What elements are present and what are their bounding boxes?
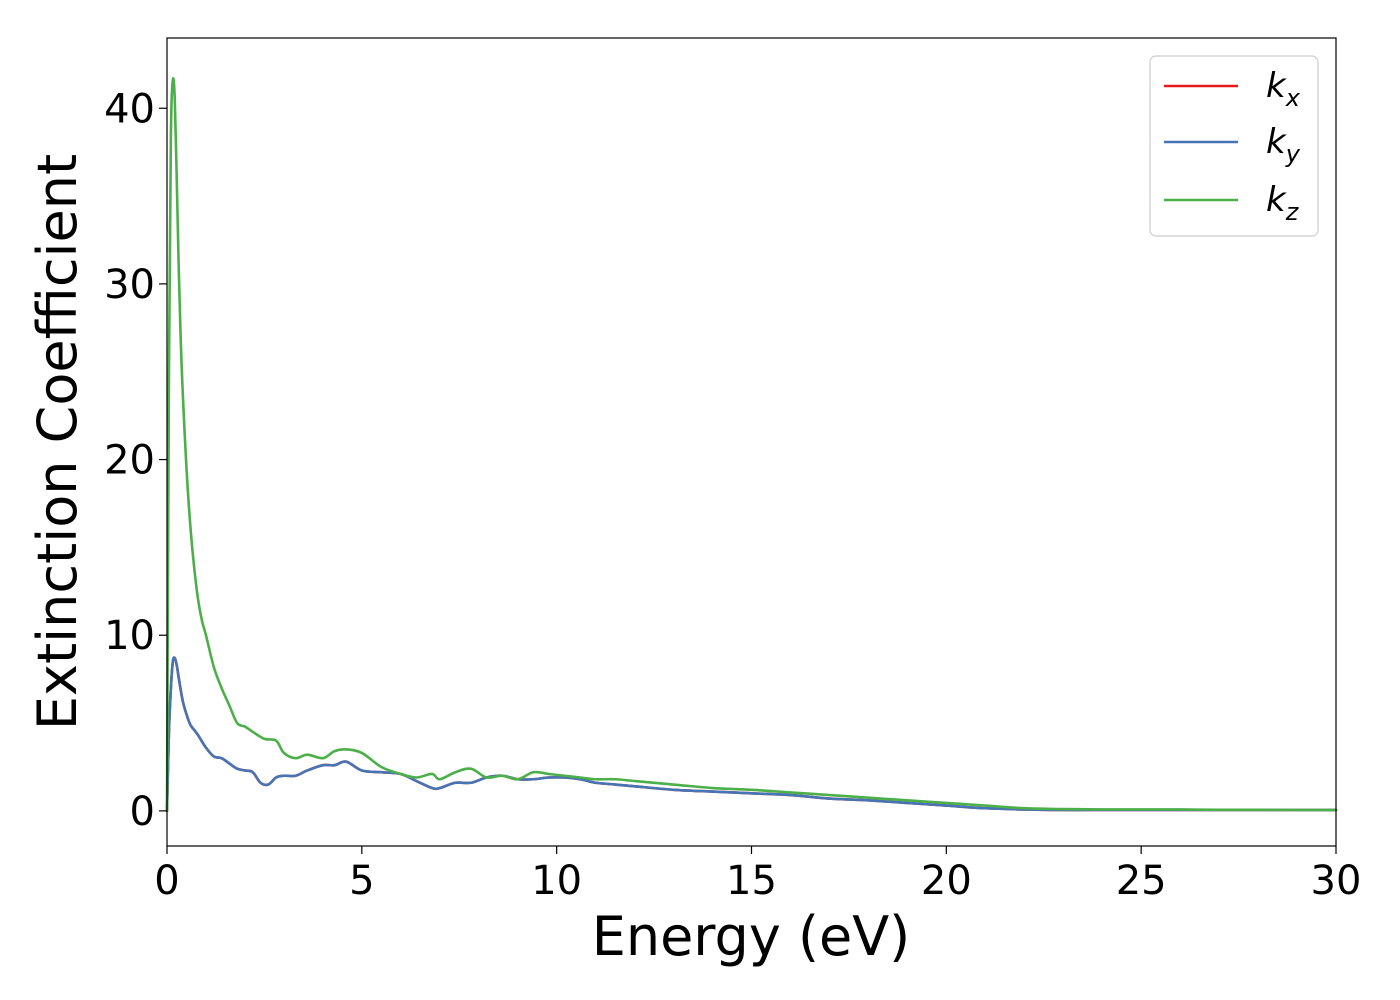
legend-label-subscript: z [1285,198,1300,226]
y-axis-title: Extinction Coefficient [26,154,89,730]
y-tick-label: 10 [104,613,155,659]
x-tick-label: 25 [1116,858,1167,904]
legend-label: ky [1266,122,1301,168]
legend-label-subscript: y [1285,140,1301,168]
x-tick-label: 15 [726,858,777,904]
x-tick-label: 0 [154,858,179,904]
y-axis-ticks: 0 10 20 30 40 [104,86,167,835]
legend-entry-x: kx [1164,66,1301,112]
legend-label-subscript: x [1285,84,1301,112]
y-tick-label: 20 [104,438,155,484]
series-line-y [165,656,1338,813]
legend-entry-z: kz [1164,180,1300,226]
plot-area [167,38,1336,846]
series-line-z [165,77,1338,813]
x-axis-title: Energy (eV) [592,905,911,968]
legend-label-base: k [1266,180,1287,220]
x-tick-label: 20 [921,858,972,904]
x-tick-label: 10 [531,858,582,904]
x-axis-ticks: 0 5 10 15 20 25 30 [154,846,1361,904]
x-tick-label: 5 [349,858,374,904]
legend-label-base: k [1266,122,1287,162]
legend-label: kx [1266,66,1301,112]
x-tick-label: 30 [1311,858,1362,904]
legend-entry-y: ky [1164,122,1301,168]
legend-label: kz [1266,180,1300,226]
series-layer [165,77,1338,813]
legend-box [1149,55,1319,237]
y-tick-label: 0 [130,789,155,835]
y-tick-label: 30 [104,262,155,308]
y-tick-label: 40 [104,86,155,132]
legend-label-base: k [1266,66,1287,106]
